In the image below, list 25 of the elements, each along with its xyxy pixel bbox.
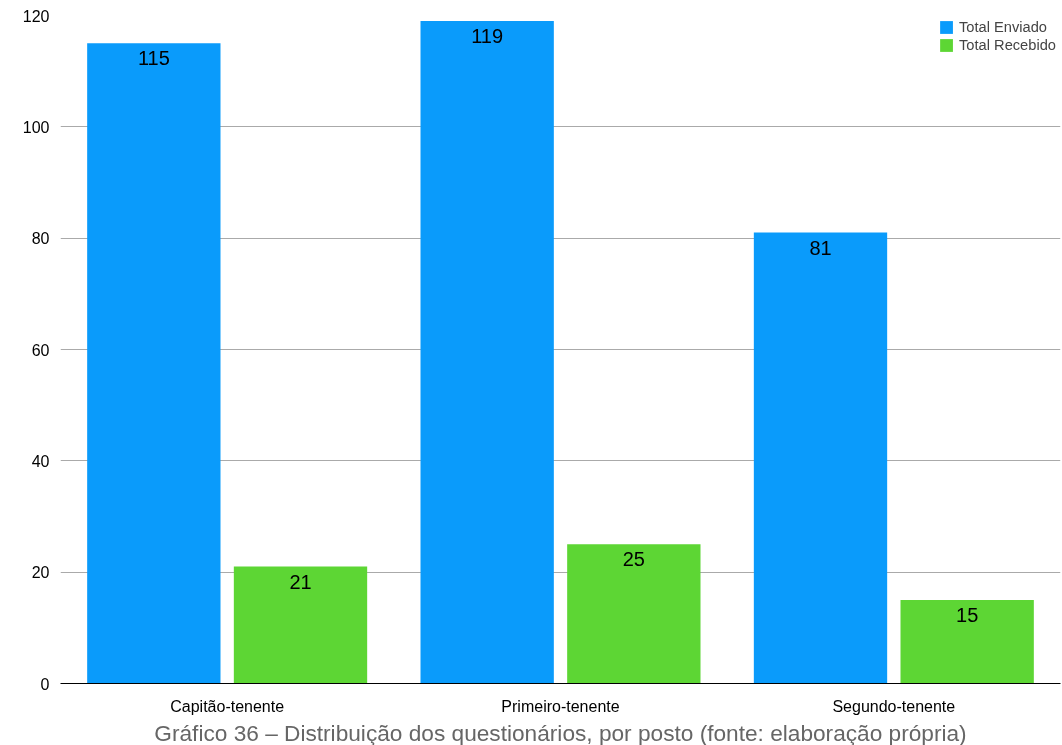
data-label: 119 xyxy=(471,25,504,48)
bar xyxy=(567,544,701,684)
bar xyxy=(87,43,221,684)
data-label: 115 xyxy=(137,47,170,70)
text: Gráfico 36 – Distribuição dos questionários, por posto (fonte: elaboração própria) xyxy=(154,719,967,745)
y-tick-label: 120 xyxy=(22,7,50,25)
bar xyxy=(753,232,888,684)
bar xyxy=(233,566,368,684)
data-label: 81 xyxy=(809,236,832,259)
y-tick-label: 60 xyxy=(31,341,50,359)
data-label: 15 xyxy=(956,604,979,626)
legend-label: Total Enviado xyxy=(959,19,1048,35)
data-label: 25 xyxy=(622,548,645,571)
y-tick-label: 100 xyxy=(22,118,50,136)
y-tick-label: 80 xyxy=(31,230,50,248)
legend-label: Total Recebido xyxy=(959,37,1056,53)
x-tick-label: Segundo-tenente xyxy=(832,697,956,715)
bar xyxy=(900,600,1034,684)
y-tick-label: 20 xyxy=(31,564,50,582)
bar xyxy=(420,21,554,684)
data-label: 21 xyxy=(289,570,312,593)
y-tick-label: 0 xyxy=(40,675,50,693)
y-tick-label: 40 xyxy=(31,452,50,470)
x-tick-label: Capitão-tenente xyxy=(170,697,285,715)
x-tick-label: Primeiro-tenente xyxy=(501,697,620,715)
